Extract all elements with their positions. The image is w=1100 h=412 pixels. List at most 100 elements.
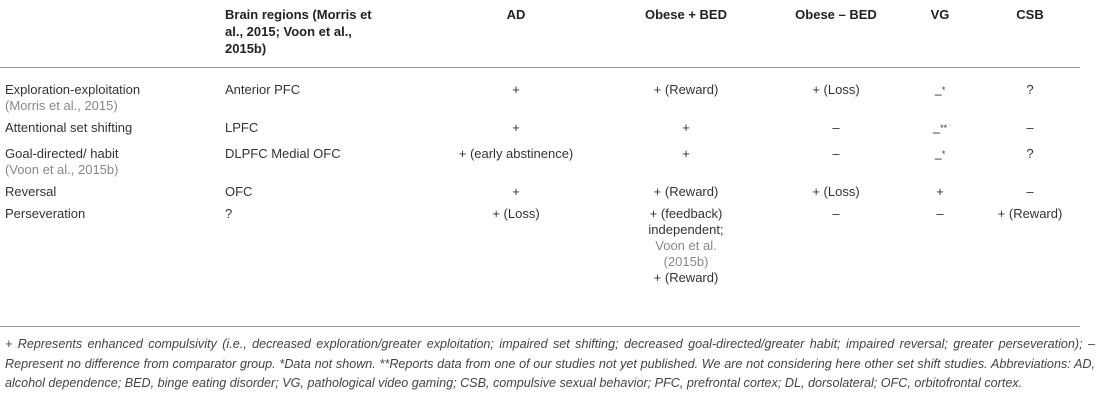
- column-header: AD: [400, 0, 632, 68]
- cell-text: –: [932, 124, 941, 140]
- table-cell: –: [740, 142, 900, 180]
- cell-line: ?: [980, 82, 1080, 98]
- table-cell: ?: [980, 142, 1080, 180]
- cell-line: LPFC: [225, 120, 380, 136]
- cell-text: +: [512, 82, 520, 97]
- table-cell: –**: [900, 116, 980, 142]
- cell-line: +: [400, 120, 632, 136]
- table-cell: + (early abstinence): [400, 142, 632, 180]
- cell-line: +: [632, 146, 740, 162]
- cell-text: +: [512, 120, 520, 135]
- table-cell: DLPFC Medial OFC: [222, 142, 400, 180]
- footnote-mark: **: [940, 123, 948, 133]
- table-cell: + (Reward): [632, 180, 740, 202]
- cell-line: +: [400, 82, 632, 98]
- cell-text: + (Reward): [997, 206, 1063, 222]
- cell-text: Reversal: [5, 184, 57, 200]
- table-cell: –: [900, 202, 980, 328]
- cell-text: –: [832, 146, 840, 162]
- cell-text: ?: [1026, 146, 1034, 162]
- table-row: Attentional set shifting LPFC + + – –** –: [0, 116, 1080, 142]
- cell-line: –: [772, 120, 900, 136]
- cell-text: –: [1026, 120, 1034, 135]
- cell-text: + (Loss): [812, 184, 860, 200]
- cell-line: + (Loss): [772, 82, 900, 98]
- cell-text: + (Loss): [492, 206, 540, 222]
- cell-line: Reversal: [5, 184, 222, 200]
- column-header: [0, 0, 222, 68]
- cell-text: Exploration-exploitation: [5, 82, 141, 97]
- cell-text: Attentional set shifting: [5, 120, 133, 135]
- table-cell: + (Reward): [980, 202, 1080, 328]
- table-cell: + (Loss): [740, 68, 900, 117]
- cell-line: +: [400, 184, 632, 200]
- table-cell: LPFC: [222, 116, 400, 142]
- table-body: Exploration-exploitation (Morris et al., …: [0, 68, 1080, 328]
- cell-text: + (Reward): [653, 82, 719, 97]
- cell-line: Exploration-exploitation: [5, 82, 222, 98]
- table-cell: Goal-directed/ habit (Voon et al., 2015b): [0, 142, 222, 180]
- table-cell: +: [900, 180, 980, 202]
- table-cell: Attentional set shifting: [0, 116, 222, 142]
- cell-text: Anterior PFC: [225, 82, 301, 97]
- cell-line: OFC: [225, 184, 380, 200]
- cell-line: Goal-directed/ habit: [5, 146, 222, 162]
- citation: (Voon et al., 2015b): [5, 162, 119, 178]
- table-row: Perseveration? + (Loss) + (feedback) indep…: [0, 202, 1080, 328]
- table-cell: ?: [222, 202, 400, 328]
- footnote-mark: *: [941, 149, 946, 160]
- cell-line: –: [772, 146, 900, 162]
- citation: Voon et al. (2015b): [655, 238, 717, 270]
- table-cell: +: [400, 68, 632, 117]
- cell-line: + (Reward): [632, 184, 740, 200]
- cell-text: + (feedback) independent;: [648, 206, 724, 238]
- table-cell: –*: [900, 142, 980, 180]
- cell-line: –: [772, 206, 900, 222]
- table-cell: +: [632, 142, 740, 180]
- table-cell: OFC: [222, 180, 400, 202]
- cell-text: + (Reward): [653, 184, 719, 200]
- footnote: + Represents enhanced compulsivity (i.e.…: [5, 337, 1095, 391]
- footnote-mark: *: [941, 85, 946, 95]
- table-cell: Anterior PFC: [222, 68, 400, 117]
- table-cell: +: [632, 116, 740, 142]
- cell-line: + (Loss): [772, 184, 900, 200]
- cell-text: –: [934, 86, 942, 102]
- cell-text: –: [936, 206, 944, 222]
- cell-line: ?: [225, 206, 380, 222]
- cell-text: + (Loss): [812, 82, 860, 97]
- table: Brain regions (Morris et al., 2015; Voon…: [0, 0, 1080, 328]
- cell-line: ?: [980, 146, 1080, 162]
- table-row: Goal-directed/ habit (Voon et al., 2015b)…: [0, 142, 1080, 180]
- column-header: Obese + BED: [632, 0, 740, 68]
- cell-line: Voon et al. (2015b): [632, 238, 740, 270]
- table-cell: –: [740, 202, 900, 328]
- citation: (Morris et al., 2015): [5, 98, 118, 113]
- table-cell: Reversal: [0, 180, 222, 202]
- table-cell: Perseveration: [0, 202, 222, 328]
- cell-text: LPFC: [225, 120, 259, 135]
- cell-line: (Morris et al., 2015): [5, 98, 222, 114]
- table-cell: + (Loss): [400, 202, 632, 328]
- cell-line: Anterior PFC: [225, 82, 380, 98]
- column-header: Obese – BED: [740, 0, 900, 68]
- table-cell: ?: [980, 68, 1080, 117]
- column-header: VG: [900, 0, 980, 68]
- table-cell: Exploration-exploitation (Morris et al., …: [0, 68, 222, 117]
- cell-line: + (Reward): [980, 206, 1080, 222]
- table-cell: + (Reward): [632, 68, 740, 117]
- cell-text: DLPFC Medial OFC: [225, 146, 341, 162]
- cell-text: +: [682, 120, 690, 135]
- table-cell: –: [980, 180, 1080, 202]
- cell-text: –: [934, 150, 942, 166]
- cell-text: +: [682, 146, 690, 162]
- column-header: CSB: [980, 0, 1080, 68]
- cell-line: –*: [900, 82, 980, 102]
- cell-text: + (early abstinence): [458, 146, 574, 162]
- cell-line: +: [900, 184, 980, 200]
- cell-text: OFC: [225, 184, 253, 200]
- table-cell: + (feedback) independent; Voon et al. (20…: [632, 202, 740, 328]
- cell-text: Goal-directed/ habit: [5, 146, 119, 162]
- table-row: Exploration-exploitation (Morris et al., …: [0, 68, 1080, 117]
- table-cell: –*: [900, 68, 980, 117]
